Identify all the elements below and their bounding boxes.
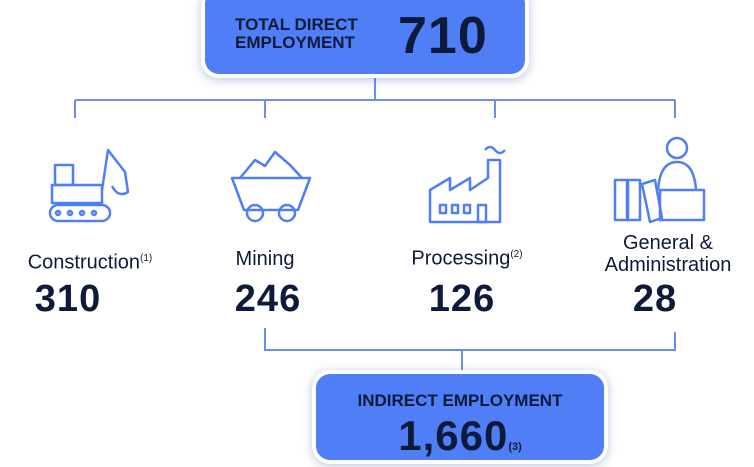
top-tree	[74, 75, 676, 118]
group-label: Processing(2)	[382, 244, 552, 270]
indirect-value: 1,660	[398, 412, 509, 459]
group-note: (2)	[510, 249, 523, 260]
total-direct-value: 710	[398, 7, 488, 65]
group-label: Construction(1)	[5, 248, 175, 274]
mine-cart-icon	[230, 150, 312, 223]
group-note: (1)	[140, 253, 153, 264]
group-label-text: General & Administration	[604, 232, 732, 276]
group-label-text: Mining	[235, 248, 295, 270]
group-label: Mining	[180, 248, 350, 270]
indirect-note: (3)	[508, 441, 522, 453]
excavator-icon	[48, 148, 130, 223]
total-direct-box: TOTAL DIRECT EMPLOYMENT 710	[205, 0, 525, 74]
group-value: 28	[632, 278, 678, 320]
group-value: 246	[234, 278, 302, 320]
group-label-text: Construction	[27, 251, 141, 274]
factory-icon	[428, 145, 506, 224]
administration-icon	[613, 136, 706, 224]
group-label-text: Processing	[411, 247, 511, 270]
indirect-value-row: 1,660(3)	[316, 410, 604, 462]
bottom-tree	[264, 328, 676, 376]
indirect-label: INDIRECT EMPLOYMENT	[357, 391, 563, 410]
group-value: 126	[428, 278, 496, 320]
total-direct-label: TOTAL DIRECT EMPLOYMENT	[235, 15, 358, 52]
indirect-box: INDIRECT EMPLOYMENT 1,660(3)	[316, 374, 604, 460]
group-label: General & Administration	[583, 232, 753, 276]
group-value: 310	[34, 278, 102, 320]
